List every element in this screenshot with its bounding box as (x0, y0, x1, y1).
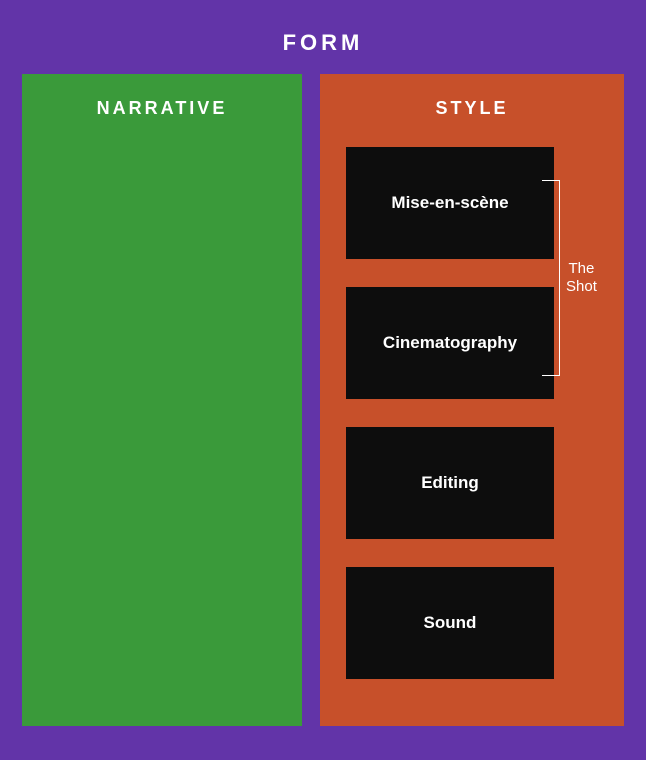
style-title: STYLE (332, 98, 612, 119)
columns-wrapper: NARRATIVE STYLE Mise-en-scène Cinematogr… (22, 74, 624, 726)
diagram-container: FORM NARRATIVE STYLE Mise-en-scène Cinem… (0, 0, 646, 760)
narrative-title: NARRATIVE (22, 98, 302, 119)
narrative-column: NARRATIVE (22, 74, 302, 726)
style-box-sound: Sound (346, 567, 554, 679)
style-box-cinematography: Cinematography (346, 287, 554, 399)
shot-bracket (542, 180, 560, 376)
style-box-editing: Editing (346, 427, 554, 539)
shot-bracket-label: TheShot (566, 260, 597, 296)
style-column: STYLE Mise-en-scène Cinematography Editi… (320, 74, 624, 726)
style-box-mise-en-scene: Mise-en-scène (346, 147, 554, 259)
style-boxes-wrapper: Mise-en-scène Cinematography Editing Sou… (346, 147, 554, 679)
form-panel: FORM NARRATIVE STYLE Mise-en-scène Cinem… (0, 0, 646, 760)
form-title: FORM (22, 20, 624, 74)
